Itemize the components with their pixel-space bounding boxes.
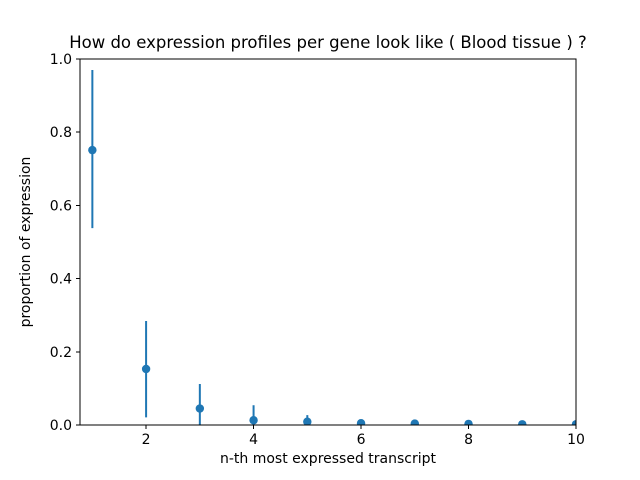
data-point: [195, 404, 205, 413]
data-point: [249, 416, 258, 425]
x-tick-label: 8: [464, 432, 473, 448]
data-point: [464, 419, 473, 425]
y-tick-label: 0.2: [50, 345, 72, 361]
x-tick-label: 2: [142, 432, 151, 448]
x-tick-label: 4: [249, 432, 258, 448]
y-axis-ticks: 0.0 0.2 0.4 0.6 0.8 1.0: [50, 52, 80, 434]
data-point: [518, 420, 527, 425]
x-tick-label: 10: [567, 432, 585, 448]
data-series: [88, 69, 576, 425]
data-point: [356, 418, 366, 425]
y-tick-label: 0.0: [50, 418, 72, 434]
data-point: [141, 364, 151, 374]
data-point: [303, 417, 312, 425]
x-axis-ticks: 2 4 6 8 10: [142, 425, 585, 448]
x-tick-label: 6: [357, 432, 366, 448]
plot-border: [79, 58, 577, 426]
y-tick-label: 0.8: [50, 125, 72, 141]
y-axis-label: proportion of expression: [18, 157, 34, 328]
data-point: [571, 420, 576, 425]
y-tick-label: 0.4: [50, 272, 72, 288]
data-point: [88, 145, 97, 155]
y-tick-label: 0.6: [50, 198, 72, 214]
chart-title: How do expression profiles per gene look…: [69, 33, 587, 52]
data-point: [410, 419, 419, 425]
y-tick-label: 1.0: [50, 52, 72, 68]
x-axis-label: n-th most expressed transcript: [220, 451, 437, 467]
plot-area: [80, 59, 576, 425]
